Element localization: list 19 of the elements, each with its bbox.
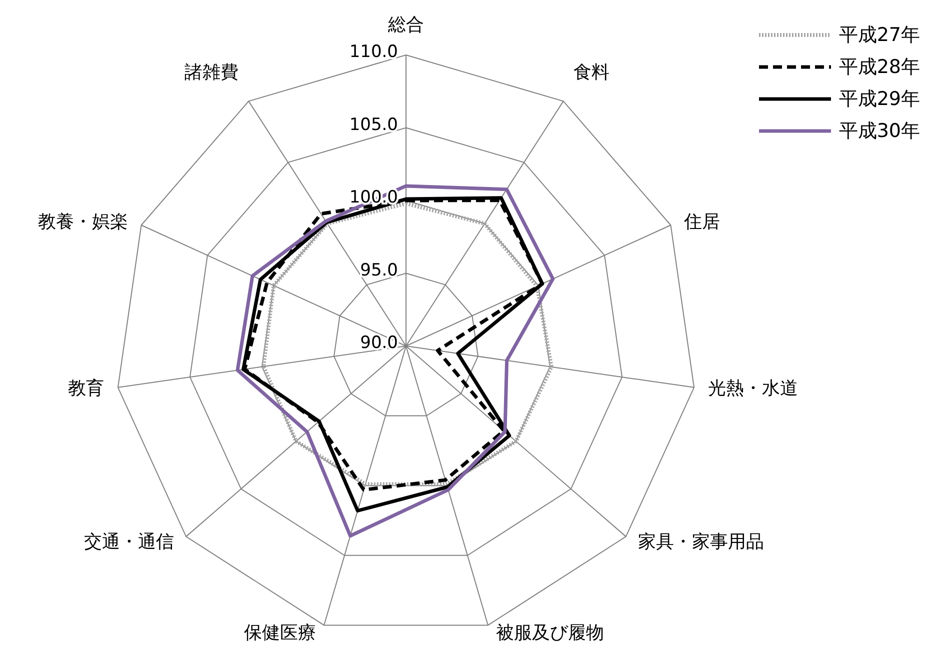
spoke-label: 保健医療 (244, 622, 316, 644)
spoke-label: 光熱・水道 (708, 378, 798, 400)
y-tick-label: 110.0 (349, 42, 398, 62)
spoke-label: 被服及び履物 (496, 622, 604, 644)
spoke-label: 交通・通信 (84, 531, 174, 552)
spoke-label: 住居 (682, 211, 720, 232)
legend-label: 平成30年 (838, 119, 920, 144)
legend-label: 平成29年 (838, 87, 920, 112)
spoke-label: 家具・家事用品 (638, 531, 764, 552)
spoke-label: 教養・娯楽 (38, 211, 128, 232)
y-tick-label: 105.0 (349, 114, 398, 135)
spoke-label: 総合 (387, 14, 424, 36)
spoke-label: 教育 (68, 378, 104, 400)
legend-label: 平成28年 (838, 55, 920, 80)
y-tick-label: 90.0 (360, 333, 398, 353)
y-tick-label: 95.0 (360, 260, 398, 280)
spoke-label: 食料 (574, 62, 610, 83)
legend-label: 平成27年 (838, 23, 920, 48)
spoke-label: 諸雑費 (184, 62, 238, 83)
